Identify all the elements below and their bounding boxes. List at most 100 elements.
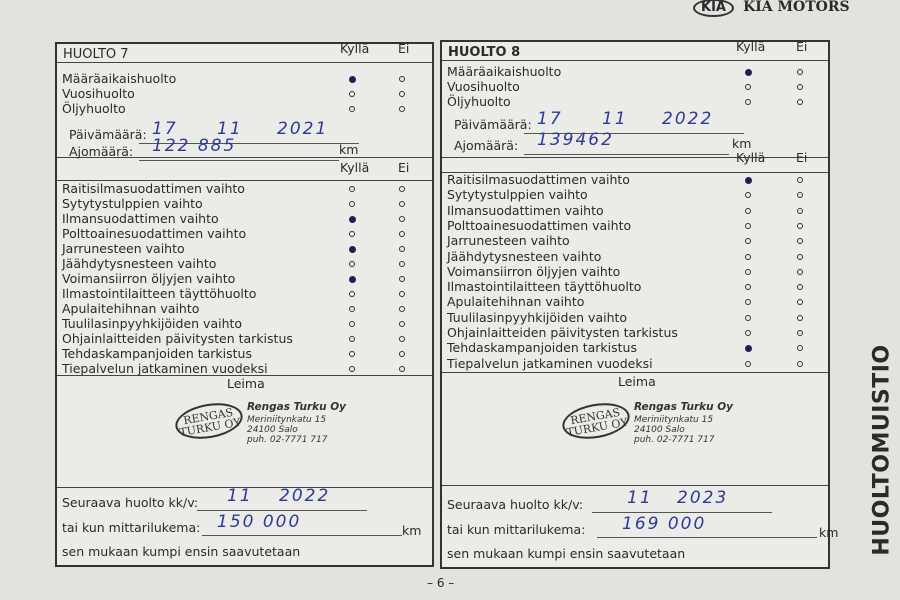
or-mileage-label: tai kun mittarilukema: bbox=[62, 520, 201, 535]
yes-radio[interactable] bbox=[745, 299, 751, 306]
yes-radio[interactable] bbox=[349, 231, 355, 237]
yes-radio[interactable] bbox=[745, 314, 751, 321]
yes-radio[interactable] bbox=[745, 207, 751, 214]
no-radio[interactable] bbox=[399, 106, 405, 112]
date-label: Päivämäärä: bbox=[69, 127, 147, 142]
yes-radio[interactable] bbox=[349, 351, 355, 357]
no-radio[interactable] bbox=[797, 177, 803, 183]
service-title: HUOLTO 8 bbox=[448, 45, 521, 60]
no-radio[interactable] bbox=[797, 238, 803, 245]
no-radio[interactable] bbox=[399, 91, 405, 97]
yes-radio[interactable] bbox=[349, 336, 355, 342]
yes-radio[interactable] bbox=[745, 345, 752, 353]
service-item-label: Apulaitehihnan vaihto bbox=[447, 294, 585, 310]
km-label: km bbox=[732, 136, 752, 151]
divider bbox=[442, 157, 828, 158]
service-item-label: Tuulilasinpyyhkijöiden vaihto bbox=[62, 316, 243, 331]
no-radio[interactable] bbox=[797, 222, 803, 229]
col-yes-header: Kyllä bbox=[340, 41, 370, 56]
yes-radio[interactable] bbox=[349, 366, 355, 372]
yes-radio[interactable] bbox=[745, 99, 751, 105]
stamp-label: Leima bbox=[227, 376, 265, 391]
no-radio[interactable] bbox=[797, 330, 803, 336]
no-radio[interactable] bbox=[399, 366, 405, 372]
service-item-label: Raitisilmasuodattimen vaihto bbox=[62, 181, 245, 196]
service-panel-7: HUOLTO 7 Kyllä Ei Määräaikaishuolto Vuosihuo… bbox=[55, 41, 434, 567]
yes-radio[interactable] bbox=[349, 306, 355, 312]
yes-radio[interactable] bbox=[349, 276, 356, 283]
no-radio[interactable] bbox=[399, 76, 405, 82]
service-panel-8: HUOLTO 8 Kyllä Ei Määräaikaishuolto Vuosihuo… bbox=[440, 39, 838, 569]
km-label: km bbox=[402, 523, 422, 538]
no-radio[interactable] bbox=[797, 299, 803, 306]
yes-radio[interactable] bbox=[349, 106, 355, 112]
no-radio[interactable] bbox=[399, 321, 405, 327]
date-day: 17 bbox=[152, 119, 178, 139]
no-radio[interactable] bbox=[797, 314, 803, 321]
no-radio[interactable] bbox=[399, 276, 405, 282]
stamp-city: 24100 Salo bbox=[634, 425, 685, 435]
yes-radio[interactable] bbox=[349, 186, 355, 192]
no-radio[interactable] bbox=[399, 291, 405, 297]
service-type-label: Vuosihuolto bbox=[447, 79, 520, 94]
col-yes-header: Kyllä bbox=[340, 160, 370, 175]
yes-radio[interactable] bbox=[349, 261, 355, 267]
no-radio[interactable] bbox=[399, 351, 405, 357]
service-item-label: Tiepalvelun jatkaminen vuodeksi bbox=[447, 355, 653, 371]
service-item-label: Ilmansuodattimen vaihto bbox=[62, 211, 219, 226]
no-radio[interactable] bbox=[797, 360, 803, 367]
no-radio[interactable] bbox=[797, 253, 803, 260]
yes-radio[interactable] bbox=[745, 177, 752, 184]
no-radio[interactable] bbox=[399, 336, 405, 342]
service-item-label: Sytytystulppien vaihto bbox=[62, 196, 203, 211]
date-day: 17 bbox=[537, 109, 563, 129]
yes-radio[interactable] bbox=[745, 222, 751, 229]
no-radio[interactable] bbox=[399, 306, 405, 312]
no-radio[interactable] bbox=[797, 99, 803, 105]
col-no-header: Ei bbox=[398, 41, 410, 56]
mileage-value: 139462 bbox=[537, 130, 614, 150]
brand-name: KIA MOTORS bbox=[743, 0, 850, 15]
yes-radio[interactable] bbox=[349, 76, 356, 83]
divider bbox=[57, 375, 432, 376]
stamp-street: Meriniitynkatu 15 bbox=[634, 415, 714, 425]
yes-radio[interactable] bbox=[745, 69, 752, 76]
yes-radio[interactable] bbox=[349, 246, 356, 253]
km-label: km bbox=[339, 142, 359, 157]
yes-radio[interactable] bbox=[745, 238, 751, 245]
yes-radio[interactable] bbox=[745, 192, 751, 199]
yes-radio[interactable] bbox=[745, 284, 751, 291]
mileage-line bbox=[524, 154, 729, 155]
or-mileage-label: tai kun mittarilukema: bbox=[447, 522, 586, 537]
yes-radio[interactable] bbox=[745, 268, 751, 275]
service-item-label: Tehdaskampanjoiden tarkistus bbox=[62, 346, 252, 361]
no-radio[interactable] bbox=[399, 246, 405, 252]
no-radio[interactable] bbox=[797, 284, 803, 291]
yes-radio[interactable] bbox=[745, 84, 751, 90]
no-radio[interactable] bbox=[797, 69, 803, 75]
yes-radio[interactable] bbox=[349, 216, 356, 223]
no-radio[interactable] bbox=[797, 84, 803, 90]
no-radio[interactable] bbox=[797, 345, 803, 352]
date-month: 11 bbox=[602, 109, 628, 129]
service-item-label: Ilmastointilaitteen täyttöhuolto bbox=[62, 286, 257, 301]
divider bbox=[57, 487, 432, 488]
no-radio[interactable] bbox=[797, 207, 803, 214]
no-radio[interactable] bbox=[399, 231, 405, 237]
no-radio[interactable] bbox=[797, 192, 803, 199]
yes-radio[interactable] bbox=[745, 360, 751, 367]
yes-radio[interactable] bbox=[349, 321, 355, 327]
yes-radio[interactable] bbox=[349, 91, 355, 97]
yes-radio[interactable] bbox=[349, 291, 355, 297]
yes-radio[interactable] bbox=[349, 201, 355, 207]
no-radio[interactable] bbox=[399, 201, 405, 207]
no-radio[interactable] bbox=[399, 186, 405, 192]
no-radio[interactable] bbox=[797, 268, 803, 275]
yes-radio[interactable] bbox=[745, 253, 751, 260]
no-radio[interactable] bbox=[399, 216, 405, 222]
mileage-value: 122 885 bbox=[152, 136, 237, 156]
yes-radio[interactable] bbox=[745, 330, 751, 336]
stamp-label: Leima bbox=[618, 374, 656, 389]
no-radio[interactable] bbox=[399, 261, 405, 267]
mileage-label: Ajomäärä: bbox=[69, 144, 134, 159]
